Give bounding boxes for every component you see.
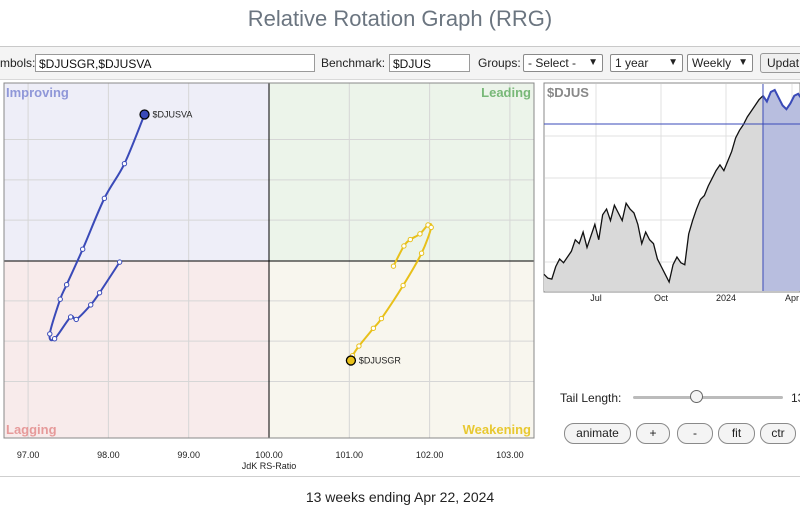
x-tick-label: 103.00 bbox=[496, 450, 524, 460]
series-tail-point bbox=[390, 263, 397, 269]
x-tick-label: 98.00 bbox=[97, 450, 120, 460]
chevron-down-icon: ▼ bbox=[738, 57, 748, 68]
series-tail-point bbox=[88, 302, 94, 308]
mini-x-tick-labels: Jul Oct 2024 Apr bbox=[590, 293, 799, 303]
benchmark-input[interactable]: $DJUS bbox=[389, 54, 470, 72]
leading-quadrant bbox=[269, 83, 534, 261]
mini-x-tick-label: Oct bbox=[654, 293, 669, 303]
series-label: $DJUSGR bbox=[359, 356, 402, 366]
footer-caption: 13 weeks ending Apr 22, 2024 bbox=[305, 489, 495, 505]
series-head-point bbox=[139, 109, 150, 120]
series-tail-point bbox=[378, 315, 385, 322]
mini-x-tick-label: 2024 bbox=[716, 293, 736, 303]
plot-frame bbox=[3, 82, 535, 439]
series-tail-point bbox=[101, 195, 108, 202]
leading-label: Leading bbox=[481, 85, 531, 100]
groups-select-value: - Select - bbox=[528, 56, 577, 70]
frequency-select[interactable]: Weekly ▼ bbox=[687, 54, 753, 72]
rrg-series: $DJUSVA $DJUSGR bbox=[47, 109, 434, 366]
x-axis-label: JdK RS-Ratio bbox=[242, 461, 297, 471]
series-tail-point bbox=[63, 282, 70, 288]
series-tail-point bbox=[51, 336, 58, 342]
series-tail-point bbox=[400, 282, 406, 289]
series-tail-point bbox=[121, 160, 128, 167]
mini-highlight-area bbox=[762, 90, 800, 291]
tail-length-slider-track[interactable] bbox=[633, 396, 783, 399]
lagging-label: Lagging bbox=[6, 422, 57, 437]
improving-quadrant bbox=[4, 83, 269, 261]
symbols-label: mbols: bbox=[0, 56, 36, 70]
series-head-point bbox=[345, 355, 357, 366]
series-tail-point bbox=[401, 243, 407, 249]
rrg-chart[interactable]: Improving Leading Lagging Weakening 97.0… bbox=[0, 0, 540, 476]
groups-label: Groups: bbox=[478, 56, 521, 70]
lagging-quadrant bbox=[4, 261, 269, 438]
series-tail-point bbox=[116, 259, 123, 265]
fit-button[interactable]: fit bbox=[718, 423, 755, 444]
zoom-out-button[interactable]: - bbox=[677, 423, 713, 444]
chevron-down-icon: ▼ bbox=[588, 57, 598, 68]
tail-length-slider-handle[interactable] bbox=[690, 390, 703, 403]
mini-x-tick-label: Jul bbox=[590, 293, 602, 303]
weakening-label: Weakening bbox=[463, 422, 531, 437]
frequency-select-value: Weekly bbox=[692, 56, 732, 70]
series-tail-point bbox=[407, 236, 414, 243]
chevron-down-icon: ▼ bbox=[668, 57, 678, 68]
tail-length-value: 13 bbox=[791, 391, 800, 405]
mini-chart-title: $DJUS bbox=[547, 85, 589, 100]
series-tail-point bbox=[418, 250, 425, 256]
period-select-value: 1 year bbox=[615, 56, 649, 70]
x-tick-labels: 97.00 98.00 99.00 100.00 101.00 102.00 103.00 bbox=[17, 450, 524, 460]
series-tail-point bbox=[73, 316, 79, 323]
weakening-quadrant bbox=[269, 261, 534, 438]
series-label: $DJUSVA bbox=[153, 109, 193, 119]
x-tick-label: 97.00 bbox=[17, 450, 40, 460]
series-tail-point bbox=[57, 296, 63, 302]
footer-divider bbox=[0, 476, 800, 477]
mini-area-fill bbox=[544, 90, 800, 291]
animate-button[interactable]: animate bbox=[564, 423, 631, 444]
series-tail-point bbox=[428, 224, 434, 231]
series-tail-point bbox=[79, 246, 86, 252]
period-select[interactable]: 1 year ▼ bbox=[610, 54, 683, 72]
series-tail-point bbox=[47, 331, 53, 337]
series-tail-point bbox=[370, 325, 377, 331]
mini-x-tick-label: Apr bbox=[785, 293, 799, 303]
page-title: Relative Rotation Graph (RRG) bbox=[247, 6, 553, 31]
x-tick-label: 100.00 bbox=[255, 450, 283, 460]
update-button[interactable]: Updat bbox=[760, 53, 800, 73]
mini-highlight-line bbox=[762, 88, 800, 111]
series-tail-point bbox=[67, 314, 74, 320]
benchmark-mini-chart[interactable]: $DJUS Jul Oct 2024 Apr bbox=[0, 0, 800, 320]
groups-select[interactable]: - Select - ▼ bbox=[523, 54, 603, 72]
x-tick-label: 99.00 bbox=[177, 450, 200, 460]
symbols-input[interactable]: $DJUSGR,$DJUSVA bbox=[35, 54, 315, 72]
x-tick-label: 102.00 bbox=[416, 450, 444, 460]
zoom-in-button[interactable]: + bbox=[636, 423, 670, 444]
benchmark-label: Benchmark: bbox=[321, 56, 386, 70]
x-tick-label: 101.00 bbox=[336, 450, 364, 460]
improving-label: Improving bbox=[6, 85, 69, 100]
center-button[interactable]: ctr bbox=[760, 423, 796, 444]
tail-length-label: Tail Length: bbox=[560, 391, 622, 405]
series-tail-point bbox=[96, 290, 103, 296]
series-tail-point bbox=[417, 231, 423, 237]
series-tail-point bbox=[356, 343, 362, 349]
controls-toolbar: mbols: $DJUSGR,$DJUSVA Benchmark: $DJUS … bbox=[0, 46, 800, 80]
